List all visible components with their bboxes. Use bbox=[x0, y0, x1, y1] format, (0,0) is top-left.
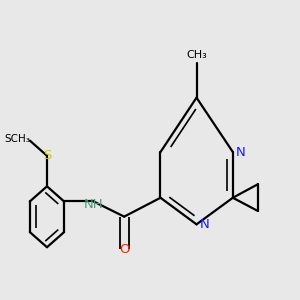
Text: CH₃: CH₃ bbox=[186, 50, 207, 60]
Text: O: O bbox=[119, 243, 129, 256]
Text: N: N bbox=[200, 218, 209, 231]
Text: NH: NH bbox=[84, 198, 103, 211]
Text: SCH₃: SCH₃ bbox=[4, 134, 30, 144]
Text: N: N bbox=[236, 146, 246, 158]
Text: S: S bbox=[43, 149, 51, 162]
